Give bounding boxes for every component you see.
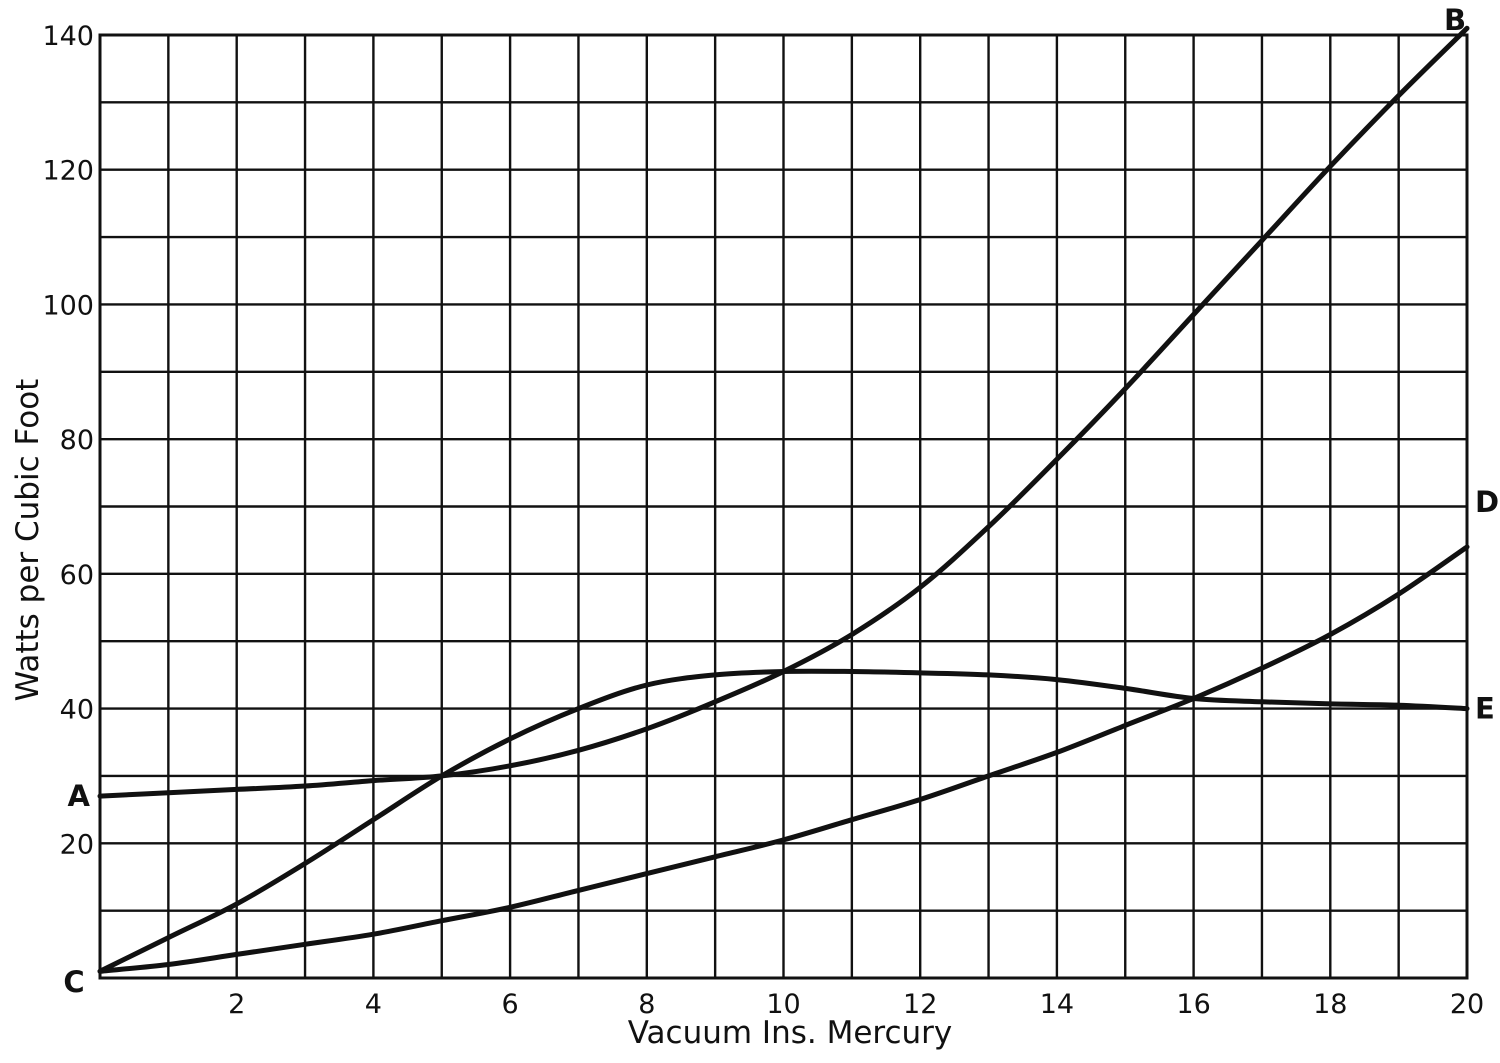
y-tick-label: 20 [60, 829, 94, 860]
x-tick-label: 12 [903, 989, 937, 1020]
curve-label-d: D [1475, 485, 1499, 519]
y-tick-label: 100 [42, 290, 94, 321]
y-axis-label: Watts per Cubic Foot [10, 379, 46, 702]
curve-c-d [97, 544, 1470, 974]
x-tick-label: 14 [1040, 989, 1074, 1020]
curves [97, 25, 1470, 974]
curve-label-a: A [68, 779, 91, 813]
x-tick-label: 10 [766, 989, 800, 1020]
x-tick-label: 6 [502, 989, 519, 1020]
y-tick-labels: 20 40 60 80 100 120 140 [42, 21, 94, 860]
y-tick-label: 140 [42, 21, 94, 52]
y-tick-label: 60 [60, 560, 94, 591]
x-tick-label: 4 [365, 989, 382, 1020]
x-tick-label: 2 [228, 989, 245, 1020]
y-tick-label: 40 [60, 695, 94, 726]
x-tick-label: 16 [1176, 989, 1210, 1020]
x-tick-labels: 2 4 6 8 10 12 14 16 18 20 [228, 989, 1484, 1020]
curve-label-e: E [1475, 692, 1495, 726]
x-tick-label: 20 [1450, 989, 1484, 1020]
grid [98, 33, 1469, 980]
curve-a-e [97, 25, 1470, 799]
plot-frame [98, 33, 1469, 980]
x-axis-label: Vacuum Ins. Mercury [628, 1015, 953, 1051]
curve-labels: A B D E [68, 3, 1500, 813]
curve-label-b: B [1444, 3, 1466, 37]
x-tick-label: 18 [1313, 989, 1347, 1020]
x-tick-label: 8 [638, 989, 655, 1020]
y-tick-label: 80 [60, 425, 94, 456]
origin-label: C [63, 965, 84, 999]
y-tick-label: 120 [42, 156, 94, 187]
